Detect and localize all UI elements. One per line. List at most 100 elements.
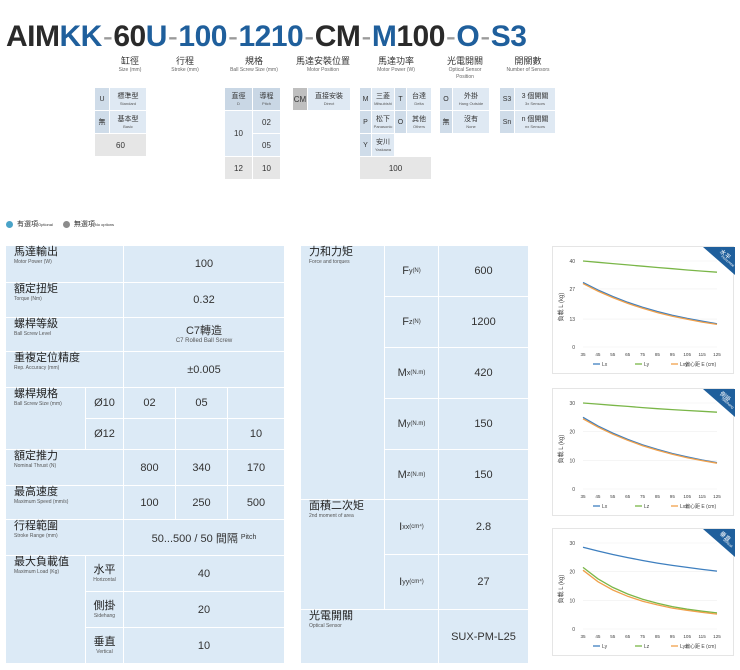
row-label-optical-sensor: 光電開關 Optical Sensor [301,610,439,664]
chart-xtick: 85 [655,494,661,499]
header-stroke: 行程 Stroke (mm) [171,56,199,73]
chart-series-Lx [582,416,718,464]
chart-series-Lxy [582,283,718,326]
screw-size-r2-c3: 10 [228,419,285,450]
motor-code-m: M [360,88,371,110]
model-code-part: CM [314,20,361,53]
spec-header-diameter: 直徑 D [225,88,252,110]
chart-ylabel: 負載 L (kg) [557,435,565,464]
chart-sidehang: 側掛 Sidehang 負載 L (kg) 0 10 20 30 35 45 55 65 75 85 95… [552,388,735,516]
chart-xtick: 125 [713,352,721,357]
chart-ytick: 13 [569,317,575,323]
row-label-thrust: 額定推力 Nominal Thrust (N) [6,450,124,486]
row-label-screw-level: 螺桿等級 Ball Screw Level [6,318,124,352]
chart-ytick: 30 [569,401,575,407]
chart-series-Lz [582,402,718,413]
chart-xtick: 35 [580,352,586,357]
thrust-value-2: 340 [176,450,228,486]
model-code-part: KK [59,20,103,53]
legend-optional: 有選項Optional [17,221,53,228]
motor-code-t: T [395,88,406,110]
none-dot-icon [62,220,70,228]
chart-xtick: 35 [580,494,586,499]
chart-xtick: 35 [580,634,586,639]
legend-none: 無選項No options [73,221,115,228]
motor-yaskawa: 安川 Yaskawa [372,134,394,156]
chart-xtick: 105 [683,352,691,357]
value-torque: 0.32 [124,283,285,318]
option-code-none: 無 [95,111,109,133]
chart-ytick: 20 [569,570,575,576]
load-sidehang-value: 20 [124,592,285,628]
chart-legend-label: Lxy [680,362,688,368]
cylinder-size: 60 [95,134,146,156]
chart-xtick: 115 [698,352,706,357]
screw-size-r1-c2: 05 [176,388,228,419]
chart-ylabel: 負載 L (kg) [557,575,565,604]
chart-xtick: 55 [610,494,616,499]
load-sidehang-label: 側掛 Sidehang [86,592,124,628]
spec-table-left: 馬達輸出 Motor Power (W) 100 額定扭矩 Torque (Nm) … [6,246,285,664]
spec-header-pitch: 導程 Pitch [253,88,280,110]
chart-xtick: 115 [698,494,706,499]
chart-xtick: 55 [610,352,616,357]
chart-legend-label: Lx [602,362,608,368]
screw-size-r1-c1: 02 [124,388,176,419]
chart-xtick: 95 [670,494,676,499]
load-vertical-label: 垂直 Vertical [86,628,124,664]
model-code-part: - [304,20,314,53]
mx-value: 420 [439,348,529,399]
value-accuracy: ±0.005 [124,352,285,388]
chart-ytick: 10 [569,458,575,464]
model-code-part: O [456,20,480,53]
sensor-none: 沒有 None [453,111,489,133]
row-label-motor-power: 馬達輸出 Motor Power (W) [6,246,124,283]
count-code-sn: Sn [500,111,514,133]
row-label-accuracy: 重複定位精度 Rep. Accuracy (mm) [6,352,124,388]
chart-ytick: 10 [569,598,575,604]
option-code-u: U [95,88,109,110]
chart-series-Ly [582,546,718,572]
speed-value-1: 100 [124,486,176,520]
spec-pitch-10: 10 [253,157,280,179]
chart-legend-label: Lx [602,504,608,510]
chart-xtick: 115 [698,634,706,639]
spec-diameter-12: 12 [225,157,252,179]
model-code-part: - [445,20,456,53]
fy-value: 600 [439,246,529,297]
chart-ytick: 0 [572,627,575,633]
chart-ytick: 27 [569,287,575,293]
screw-size-d12: Ø12 [86,419,124,450]
motor-others: 其他 Others [407,111,431,133]
model-code-part: - [480,20,490,53]
motor-pos-code: CM [293,88,307,110]
thrust-value-1: 800 [124,450,176,486]
header-cylinder: 缸徑 Size (mm) [118,56,142,73]
chart-legend-label: Lxz [680,504,688,510]
model-code-part: S3 [490,20,527,53]
count-3-sensors: 3 個開關 3x Sensors [515,88,555,110]
header-motor-position: 馬達安裝位置 Motor Position [295,56,350,73]
chart-xtick: 45 [595,494,601,499]
row-label-force: 力和力矩 Force and torques [301,246,385,500]
chart-horizontal: 水平 Horizontal 負載 L (kg) 0 13 27 40 35 45 55 65 75 85… [552,246,735,374]
value-stroke: 50...500 / 50 間隔 Pitch [124,520,285,556]
legend: 有選項Optional 無選項No options [6,219,114,229]
chart-xtick: 75 [640,352,646,357]
mz-value: 150 [439,450,529,500]
chart-xtick: 55 [610,634,616,639]
header-sensor: 光電開關 Optical Sensor Position [446,56,483,80]
iyy-value: 27 [439,555,529,610]
motor-code-y: Y [360,134,371,156]
optical-sensor-value: SUX-PM-L25 [439,610,529,664]
chart-xtick: 75 [640,634,646,639]
chart-vertical: 垂直 Vertical 負載 L (kg) 0 10 20 30 35 45 55 65 75 85 95… [552,528,735,656]
model-code: AIMKK-60U-100-1210-CM-M100-O-S3 [6,20,527,54]
model-code-part: - [167,20,178,53]
sensor-code-none: 無 [440,111,452,133]
